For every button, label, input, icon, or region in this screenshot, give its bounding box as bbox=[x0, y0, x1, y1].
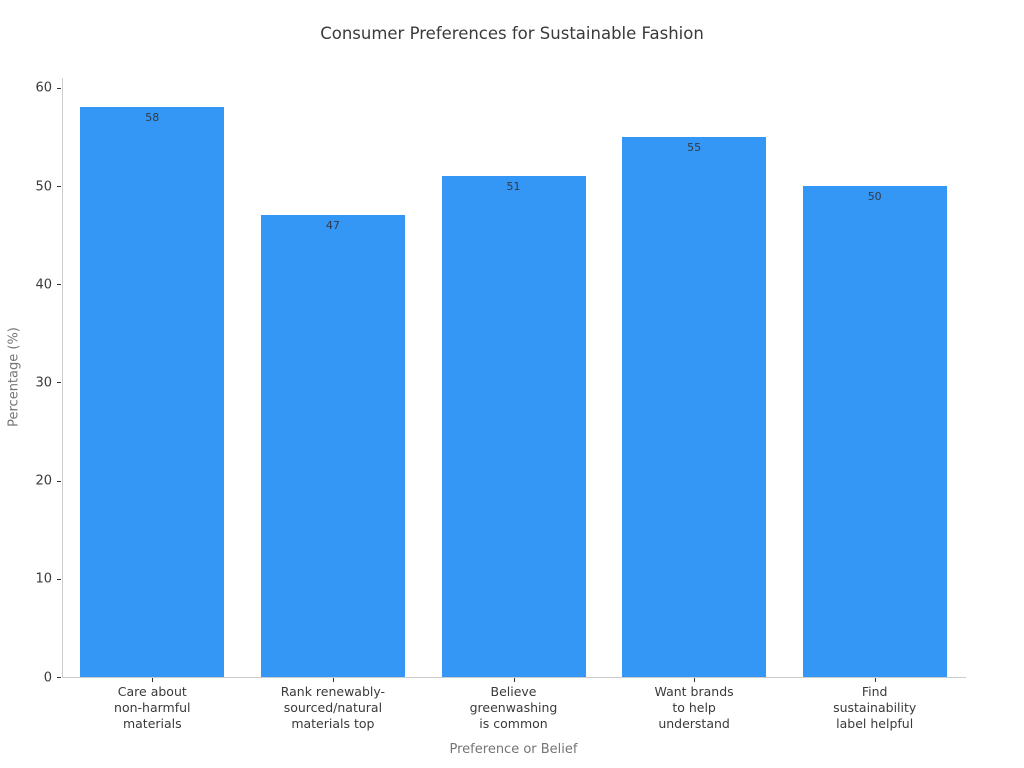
y-tick-mark bbox=[57, 284, 61, 286]
y-tick-mark bbox=[57, 578, 61, 580]
x-tick-mark bbox=[332, 678, 334, 682]
y-tick-mark bbox=[57, 186, 61, 188]
bar bbox=[260, 215, 405, 677]
x-tick-mark bbox=[513, 678, 515, 682]
y-tick-label: 50 bbox=[35, 179, 52, 195]
x-tick-mark bbox=[152, 678, 154, 682]
bar-value-label: 51 bbox=[506, 180, 521, 194]
y-tick-label: 40 bbox=[35, 277, 52, 293]
y-tick-label: 60 bbox=[35, 80, 52, 96]
y-tick-label: 0 bbox=[43, 670, 52, 685]
y-tick-mark bbox=[57, 677, 61, 678]
x-tick-label: Find sustainability label helpful bbox=[833, 684, 917, 731]
bar-value-label: 58 bbox=[145, 111, 160, 125]
x-tick-label: Believe greenwashing is common bbox=[469, 684, 558, 731]
bar-value-label: 50 bbox=[867, 190, 882, 204]
y-tick-mark bbox=[57, 87, 61, 89]
y-tick-mark bbox=[57, 382, 61, 384]
x-axis-label: Preference or Belief bbox=[449, 742, 578, 757]
bar-value-label: 47 bbox=[325, 219, 340, 233]
bar-value-label: 55 bbox=[687, 140, 702, 154]
x-tick-label: Care about non-harmful materials bbox=[114, 684, 191, 731]
x-tick-mark bbox=[694, 678, 696, 682]
x-tick-label: Rank renewably- sourced/natural material… bbox=[280, 684, 386, 731]
chart-title: Consumer Preferences for Sustainable Fas… bbox=[320, 24, 704, 43]
y-axis-line bbox=[62, 78, 63, 678]
bar bbox=[80, 107, 225, 677]
bar bbox=[441, 176, 586, 677]
bar bbox=[802, 186, 947, 677]
y-tick-label: 10 bbox=[35, 571, 52, 587]
bar bbox=[622, 136, 767, 677]
y-tick-label: 20 bbox=[35, 473, 52, 489]
y-tick-label: 30 bbox=[35, 375, 52, 391]
x-tick-mark bbox=[874, 678, 876, 682]
x-axis-line bbox=[62, 677, 966, 678]
x-tick-label: Want brands to help understand bbox=[654, 684, 734, 731]
y-tick-mark bbox=[57, 480, 61, 482]
